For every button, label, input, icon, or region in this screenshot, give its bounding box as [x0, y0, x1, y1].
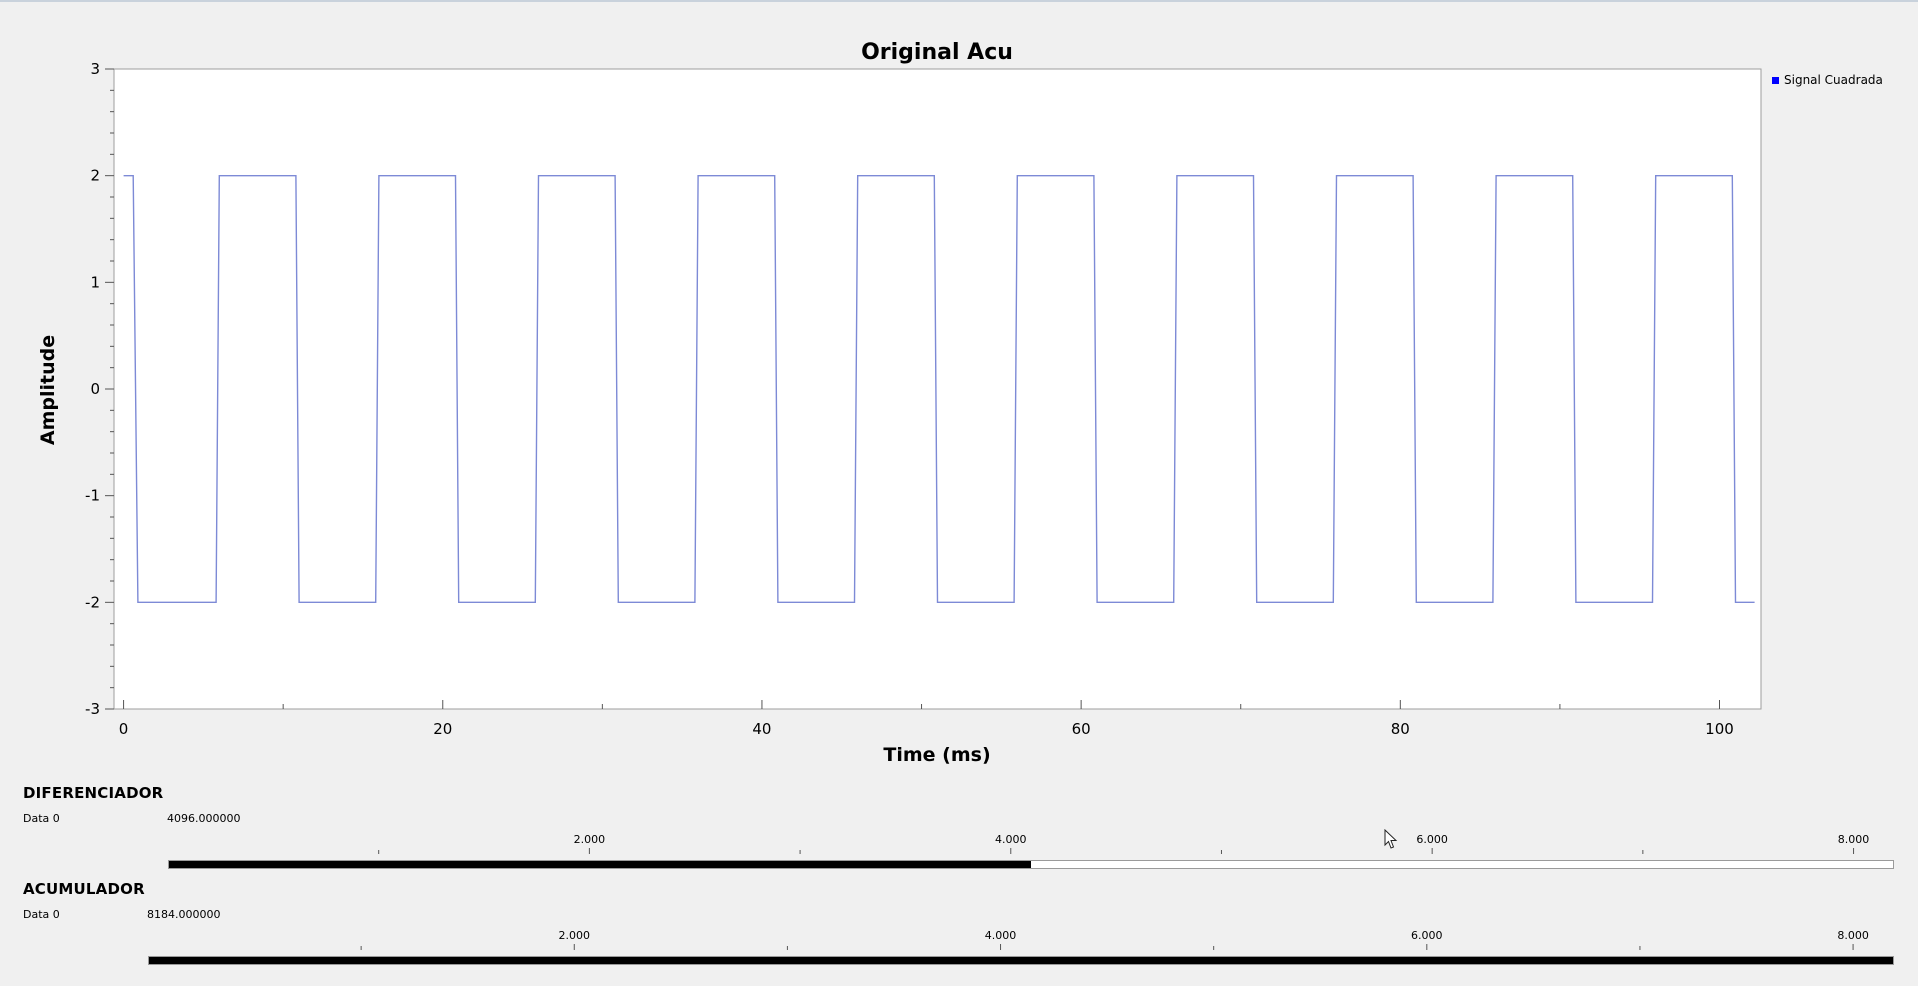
y-tick-label: 1	[90, 273, 100, 291]
y-tick-label: -2	[85, 593, 100, 611]
y-tick-label: -3	[85, 700, 100, 718]
bar-track	[168, 860, 1894, 869]
bar-scale: 2.000 4.000 6.000 8.000	[360, 929, 1869, 950]
bar-tick-label: 2.000	[559, 929, 591, 942]
bar-tick-label: 8.000	[1837, 929, 1869, 942]
bar-tick-label: 6.000	[1416, 833, 1448, 846]
section-title: ACUMULADOR	[23, 880, 145, 898]
data-value: 4096.000000	[167, 812, 241, 825]
window-top-border	[0, 0, 1918, 2]
y-tick-label: 3	[90, 60, 100, 78]
x-axis-label: Time (ms)	[883, 744, 990, 766]
x-tick-label: 60	[1072, 720, 1091, 738]
bar-tick-label: 8.000	[1838, 833, 1870, 846]
mouse-pointer-icon	[1384, 829, 1398, 849]
section-title: DIFERENCIADOR	[23, 784, 164, 802]
x-tick-label: 20	[433, 720, 452, 738]
legend-swatch-icon	[1772, 76, 1779, 84]
y-tick-label: 2	[90, 167, 100, 185]
series-group	[123, 175, 1755, 603]
bar-tick-label: 4.000	[995, 833, 1027, 846]
x-tick-label: 0	[119, 720, 129, 738]
bar-fill	[149, 957, 1893, 964]
y-tick-label: -1	[85, 487, 100, 505]
bar-tick-label: 6.000	[1411, 929, 1443, 942]
y-tick-label: 0	[90, 380, 100, 398]
level-bar-acumulador[interactable]: 2.000 4.000 6.000 8.000	[148, 926, 1894, 968]
data-label: Data 0	[23, 908, 60, 921]
x-tick-label: 80	[1391, 720, 1410, 738]
series-line-signal-cuadrada	[123, 175, 1755, 603]
bar-tick-label: 4.000	[985, 929, 1017, 942]
bar-track	[148, 956, 1894, 965]
axes: 3 2 1 0 -1 -2 -3 0 20 40 60 80 100	[85, 60, 1734, 738]
bar-scale: 2.000 4.000 6.000 8.000	[378, 833, 1870, 854]
x-tick-label: 100	[1705, 720, 1734, 738]
bar-tick-label: 2.000	[574, 833, 606, 846]
plot-area	[113, 68, 1762, 710]
y-axis-label: Amplitude	[37, 335, 59, 445]
plot-canvas[interactable]: Original Acu Time (ms) Amplitude 3 2 1 0 -1 -…	[0, 0, 1918, 780]
x-tick-label: 40	[752, 720, 771, 738]
chart-title: Original Acu	[861, 40, 1013, 65]
data-label: Data 0	[23, 812, 60, 825]
legend[interactable]: Signal Cuadrada	[1772, 73, 1883, 87]
bar-fill	[169, 861, 1031, 868]
data-value: 8184.000000	[147, 908, 221, 921]
level-bar-diferenciador[interactable]: 2.000 4.000 6.000 8.000	[168, 830, 1894, 872]
legend-label: Signal Cuadrada	[1784, 73, 1883, 87]
